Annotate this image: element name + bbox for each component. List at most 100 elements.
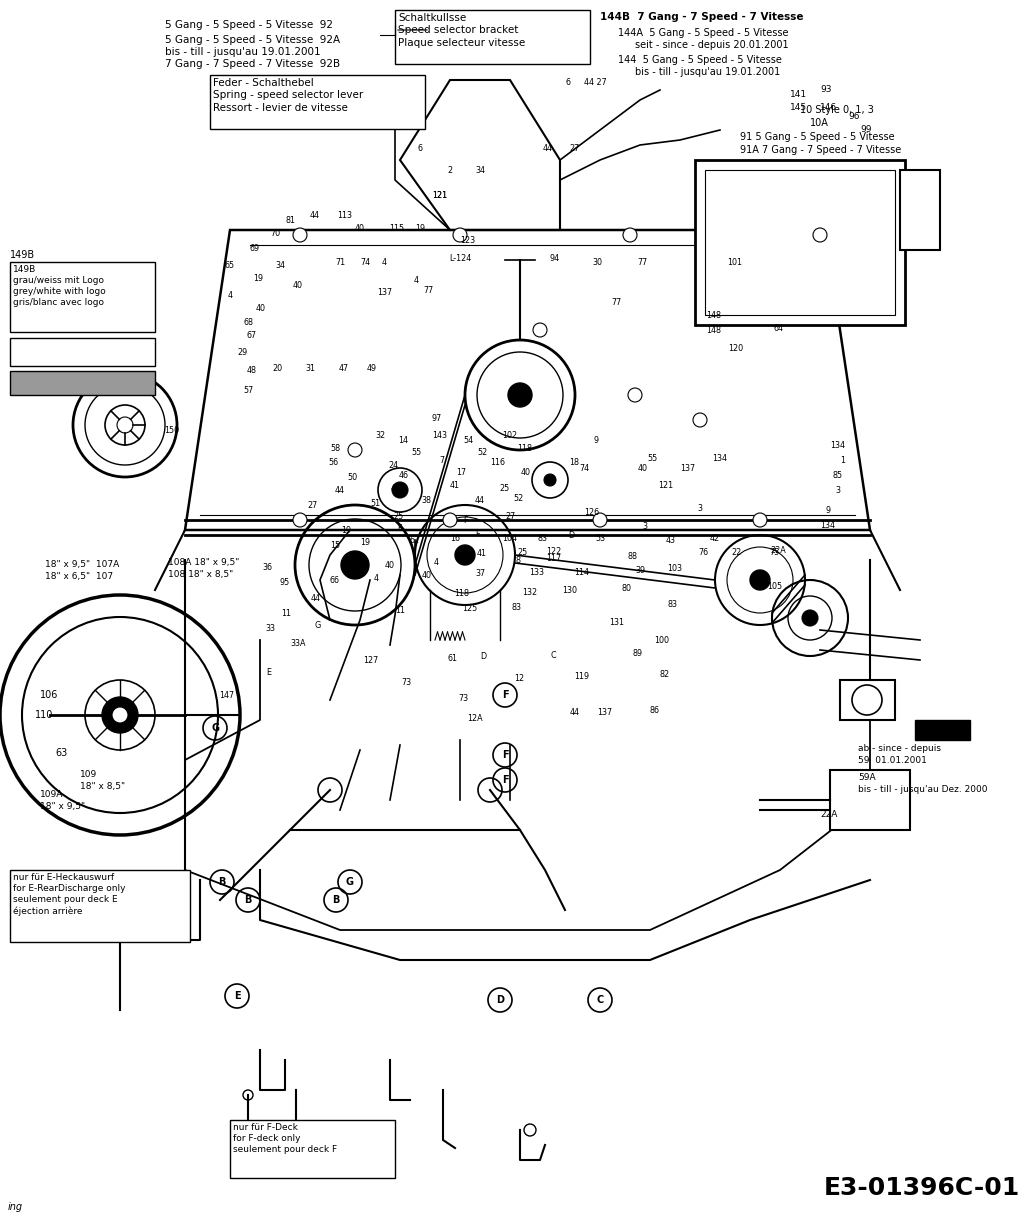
Text: 19: 19 xyxy=(341,525,351,534)
Text: 105: 105 xyxy=(768,581,782,590)
Text: 6: 6 xyxy=(418,144,422,152)
Text: 143: 143 xyxy=(432,430,448,440)
Text: L-124: L-124 xyxy=(449,254,472,262)
Text: ing: ing xyxy=(8,1202,23,1212)
Text: 18: 18 xyxy=(569,457,579,467)
Text: 19: 19 xyxy=(360,538,370,546)
Text: 3: 3 xyxy=(643,522,647,530)
Text: Feder - Schalthebel
Spring - speed selector lever
Ressort - levier de vitesse: Feder - Schalthebel Spring - speed selec… xyxy=(213,78,363,113)
Text: E: E xyxy=(233,991,240,1001)
Text: 6: 6 xyxy=(566,78,571,87)
Text: gelb - yellow - jaune: gelb - yellow - jaune xyxy=(14,352,106,361)
Text: D: D xyxy=(568,530,574,540)
Text: F: F xyxy=(462,516,467,524)
Text: 10A: 10A xyxy=(810,118,829,128)
Text: 144  5 Gang - 5 Speed - 5 Vitesse: 144 5 Gang - 5 Speed - 5 Vitesse xyxy=(618,55,782,65)
Text: 102: 102 xyxy=(503,430,518,440)
Text: 85: 85 xyxy=(833,471,843,479)
Text: seit - since - depuis 20.01.2001: seit - since - depuis 20.01.2001 xyxy=(635,40,788,50)
Text: 96: 96 xyxy=(848,112,860,121)
Text: 108A 18" x 9,5": 108A 18" x 9,5" xyxy=(168,558,239,567)
Text: F: F xyxy=(502,775,509,785)
Text: 131: 131 xyxy=(610,618,624,627)
Text: 14: 14 xyxy=(398,435,408,445)
Circle shape xyxy=(293,513,307,527)
Text: 59  01.01.2001: 59 01.01.2001 xyxy=(858,756,927,766)
Text: 4: 4 xyxy=(374,573,379,583)
Text: 4: 4 xyxy=(414,275,419,284)
Circle shape xyxy=(533,323,547,336)
Text: 56: 56 xyxy=(328,457,338,467)
Text: 32: 32 xyxy=(375,430,385,440)
Text: 148: 148 xyxy=(707,325,721,334)
Text: 141: 141 xyxy=(791,90,807,99)
Text: 74: 74 xyxy=(360,257,370,267)
Text: 20: 20 xyxy=(272,363,282,373)
Text: 132: 132 xyxy=(522,588,538,596)
Text: 22: 22 xyxy=(732,547,742,557)
Text: 100: 100 xyxy=(654,635,670,645)
Text: 19: 19 xyxy=(415,223,425,233)
Text: 113: 113 xyxy=(337,211,353,219)
Text: 145: 145 xyxy=(791,102,807,112)
Text: 41: 41 xyxy=(477,549,487,557)
Bar xyxy=(705,169,895,315)
Text: 25: 25 xyxy=(499,484,510,492)
Circle shape xyxy=(802,610,818,627)
Text: 44 27: 44 27 xyxy=(584,78,607,87)
Text: F: F xyxy=(502,750,509,759)
Text: 83: 83 xyxy=(537,534,547,542)
Text: 149A: 149A xyxy=(14,341,37,350)
Text: 119: 119 xyxy=(575,672,589,680)
Text: bis - till - jusqu'au 19.01.2001: bis - till - jusqu'au 19.01.2001 xyxy=(635,67,780,77)
Circle shape xyxy=(443,513,457,527)
Bar xyxy=(10,262,155,332)
Bar xyxy=(915,720,970,740)
Text: bis - till - jusqu'au Dez. 2000: bis - till - jusqu'au Dez. 2000 xyxy=(858,785,988,794)
Text: 101: 101 xyxy=(728,257,742,267)
Text: 4: 4 xyxy=(433,557,439,567)
Text: 31: 31 xyxy=(305,363,315,373)
Text: 63: 63 xyxy=(55,748,67,758)
Text: 130: 130 xyxy=(562,585,578,595)
Circle shape xyxy=(293,228,307,243)
Text: 109: 109 xyxy=(80,770,97,779)
Text: 5 Gang - 5 Speed - 5 Vitesse  92: 5 Gang - 5 Speed - 5 Vitesse 92 xyxy=(165,20,333,30)
Text: 91 5 Gang - 5 Speed - 5 Vitesse: 91 5 Gang - 5 Speed - 5 Vitesse xyxy=(740,132,895,141)
Circle shape xyxy=(544,474,556,486)
Text: 18" x 8,5": 18" x 8,5" xyxy=(80,783,125,791)
Bar xyxy=(695,160,905,325)
Text: F: F xyxy=(502,690,509,700)
Bar xyxy=(840,680,895,720)
Circle shape xyxy=(593,513,607,527)
Text: 127: 127 xyxy=(363,656,379,664)
Text: 114: 114 xyxy=(575,568,589,577)
Circle shape xyxy=(341,551,369,579)
Bar xyxy=(209,76,425,129)
Text: 58: 58 xyxy=(330,444,341,452)
Text: 149B: 149B xyxy=(10,250,35,260)
Text: 74: 74 xyxy=(579,463,589,473)
Text: 55: 55 xyxy=(647,453,657,462)
Text: 16: 16 xyxy=(450,534,460,542)
Bar xyxy=(10,338,155,366)
Text: 76: 76 xyxy=(698,547,708,557)
Text: 106: 106 xyxy=(40,690,59,700)
Text: 103: 103 xyxy=(668,563,682,573)
Text: 44: 44 xyxy=(543,144,553,152)
Text: ab - since - depuis: ab - since - depuis xyxy=(858,744,941,753)
Text: 118: 118 xyxy=(517,444,533,452)
Text: 2: 2 xyxy=(448,166,453,174)
Text: 66: 66 xyxy=(330,575,340,584)
Text: 1: 1 xyxy=(840,456,845,464)
Text: G: G xyxy=(211,723,219,733)
Text: 48: 48 xyxy=(247,366,257,374)
Bar xyxy=(830,770,910,830)
Text: 36: 36 xyxy=(262,562,272,572)
Text: Schaltkullsse
Speed selector bracket
Plaque selecteur vitesse: Schaltkullsse Speed selector bracket Pla… xyxy=(398,13,525,48)
Text: 110: 110 xyxy=(35,709,54,720)
Circle shape xyxy=(753,513,767,527)
Circle shape xyxy=(102,697,138,733)
Text: 44: 44 xyxy=(570,707,580,717)
Text: 15: 15 xyxy=(330,540,341,550)
